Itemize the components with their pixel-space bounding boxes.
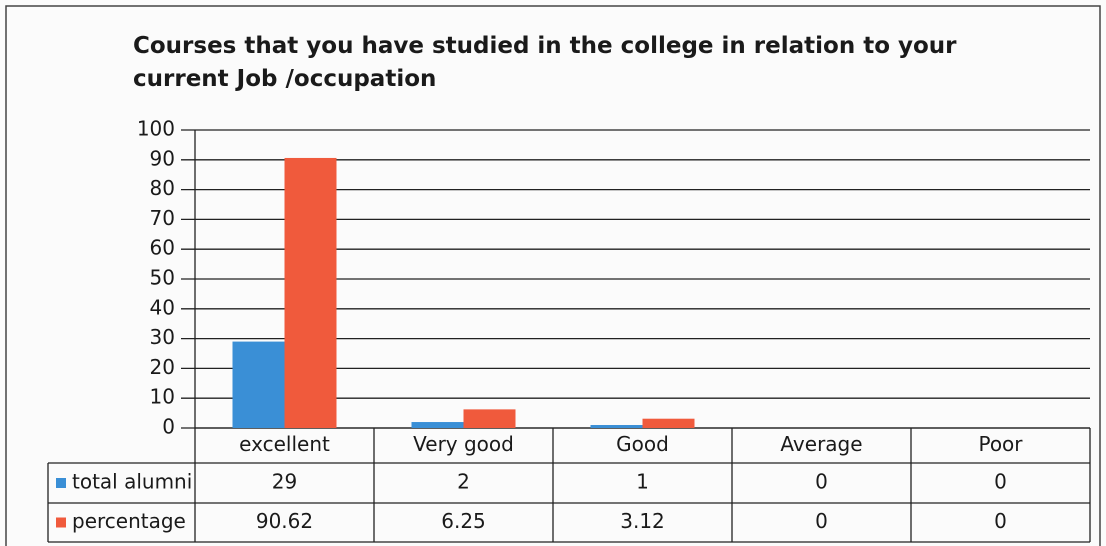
legend-label: total alumni bbox=[72, 470, 192, 494]
bar bbox=[232, 341, 285, 428]
legend-swatch bbox=[56, 478, 66, 488]
frame bbox=[5, 5, 1101, 546]
y-tick-label: 60 bbox=[150, 236, 175, 260]
y-tick-label: 10 bbox=[150, 385, 175, 409]
y-tick-label: 70 bbox=[150, 206, 175, 230]
table-value: 3.12 bbox=[620, 509, 665, 533]
x-tick-label: excellent bbox=[239, 432, 330, 456]
x-tick-label: Very good bbox=[413, 432, 514, 456]
legend-label: percentage bbox=[72, 509, 186, 533]
x-tick-label: Poor bbox=[978, 432, 1023, 456]
y-tick-label: 100 bbox=[137, 117, 175, 141]
chart-title: Courses that you have studied in the col… bbox=[133, 33, 957, 92]
table-value: 2 bbox=[457, 470, 470, 494]
bar bbox=[284, 157, 337, 428]
table-value: 0 bbox=[994, 470, 1007, 494]
table-value: 0 bbox=[815, 509, 828, 533]
bar bbox=[590, 425, 643, 428]
x-tick-label: Average bbox=[780, 432, 862, 456]
table-value: 29 bbox=[272, 470, 297, 494]
bar bbox=[411, 422, 464, 428]
y-tick-label: 20 bbox=[150, 355, 175, 379]
y-tick-label: 80 bbox=[150, 176, 175, 200]
table-value: 0 bbox=[994, 509, 1007, 533]
y-tick-label: 30 bbox=[150, 325, 175, 349]
bar bbox=[463, 409, 516, 428]
x-tick-label: Good bbox=[616, 432, 669, 456]
y-tick-label: 0 bbox=[162, 415, 175, 439]
table-value: 6.25 bbox=[441, 509, 486, 533]
y-tick-label: 50 bbox=[150, 266, 175, 290]
table-value: 0 bbox=[815, 470, 828, 494]
y-tick-label: 40 bbox=[150, 295, 175, 319]
bar bbox=[642, 418, 695, 428]
y-tick-label: 90 bbox=[150, 146, 175, 170]
table-value: 1 bbox=[636, 470, 649, 494]
table-value: 90.62 bbox=[256, 509, 313, 533]
legend-swatch bbox=[56, 517, 66, 528]
